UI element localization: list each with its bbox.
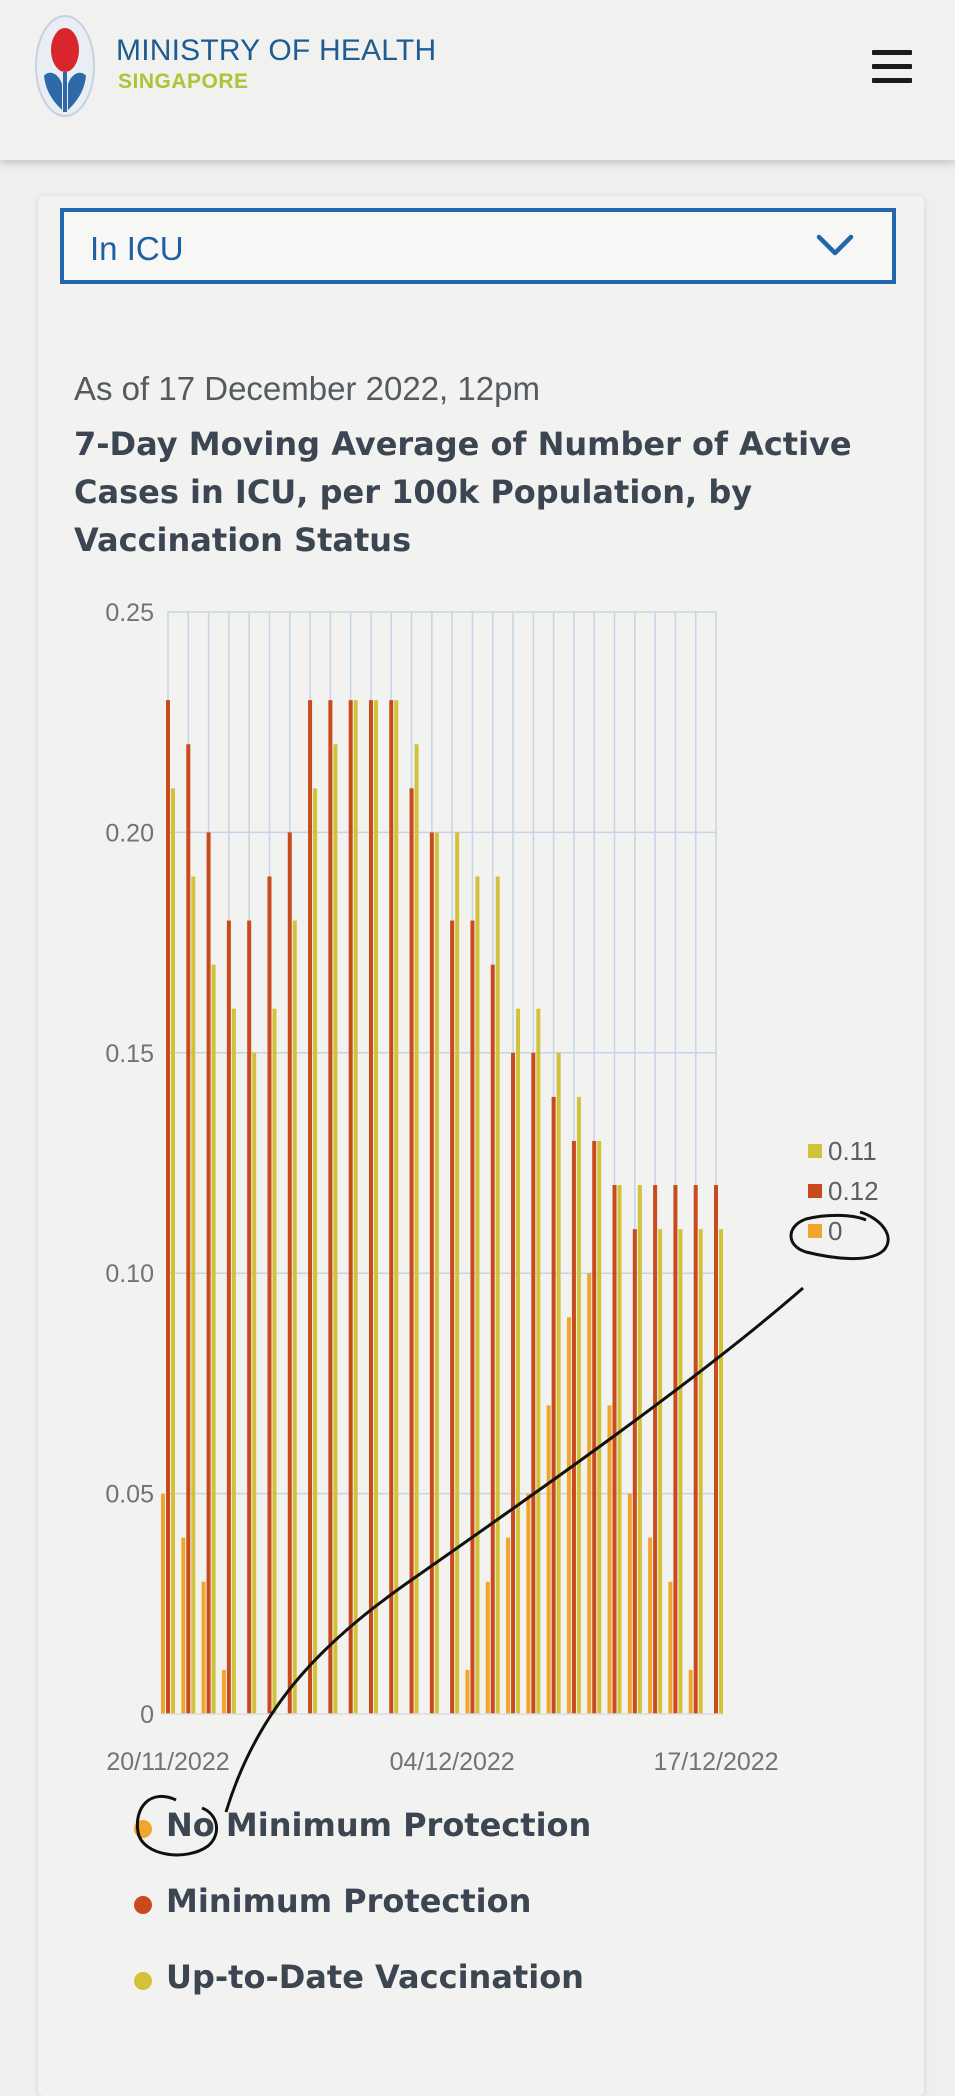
legend-label: Up-to-Date Vaccination	[166, 1958, 584, 1996]
org-country: SINGAPORE	[118, 70, 249, 93]
chart-title: 7-Day Moving Average of Number of Active…	[74, 425, 852, 559]
legend-dot	[134, 1820, 152, 1838]
legend-label: No Minimum Protection	[166, 1806, 592, 1844]
legend-label: Minimum Protection	[166, 1882, 532, 1920]
as-of-date: As of 17 December 2022, 12pm	[74, 370, 540, 407]
dropdown-value: In ICU	[90, 230, 184, 267]
org-name: MINISTRY OF HEALTH	[116, 34, 437, 67]
chevron-down-icon	[816, 234, 854, 256]
hamburger-menu-icon[interactable]	[868, 46, 916, 88]
legend-dot	[134, 1972, 152, 1990]
site-header: MINISTRY OF HEALTH SINGAPORE	[0, 0, 955, 160]
moh-logo-icon[interactable]	[34, 14, 96, 118]
metric-dropdown[interactable]: In ICU	[60, 208, 896, 284]
legend-dot	[134, 1896, 152, 1914]
